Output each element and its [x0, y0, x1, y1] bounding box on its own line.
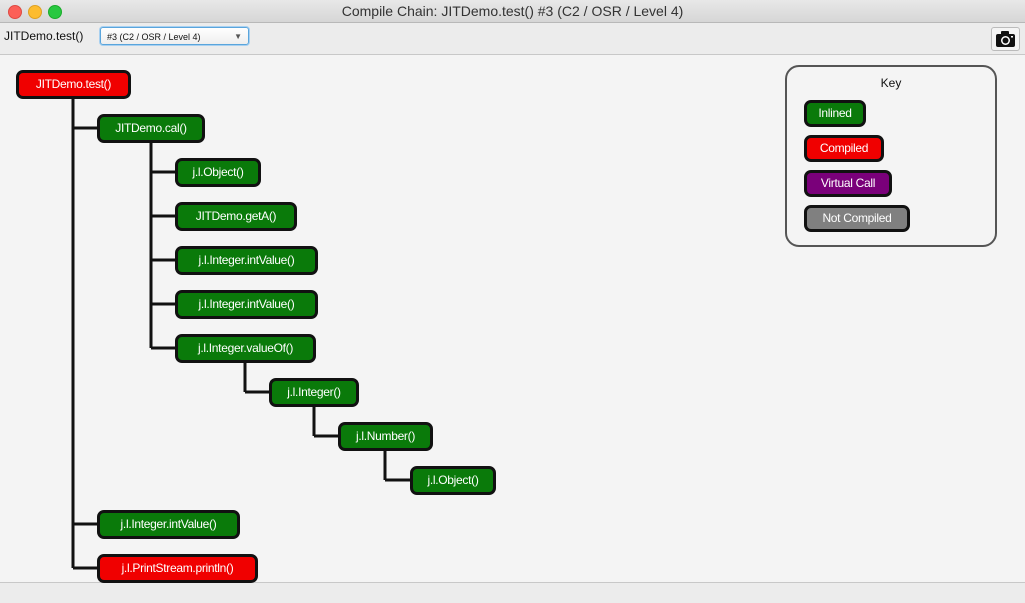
tree-node-inlined[interactable]: JITDemo.getA()	[175, 202, 297, 231]
legend-item-compiled: Compiled	[804, 135, 884, 162]
camera-icon	[996, 31, 1015, 47]
compile-chain-canvas: JITDemo.test() JITDemo.cal() j.l.Object(…	[0, 55, 1025, 583]
tree-node-compiled[interactable]: JITDemo.test()	[16, 70, 131, 99]
status-bar	[0, 583, 1025, 603]
legend-key: Key Inlined Compiled Virtual Call Not Co…	[785, 65, 997, 247]
tree-node-inlined[interactable]: j.l.Object()	[175, 158, 261, 187]
tree-node-inlined[interactable]: j.l.Integer.valueOf()	[175, 334, 316, 363]
zoom-window-button[interactable]	[48, 5, 62, 19]
chevron-down-icon: ▼	[234, 32, 242, 41]
method-label: JITDemo.test()	[4, 29, 84, 43]
close-window-button[interactable]	[8, 5, 22, 19]
tree-node-inlined[interactable]: JITDemo.cal()	[97, 114, 205, 143]
toolbar: JITDemo.test() #3 (C2 / OSR / Level 4) ▼	[0, 23, 1025, 55]
snapshot-button[interactable]	[991, 27, 1020, 51]
tree-connectors	[71, 96, 410, 570]
compilation-select-value: #3 (C2 / OSR / Level 4)	[107, 32, 201, 42]
legend-item-inlined: Inlined	[804, 100, 866, 127]
tree-node-inlined[interactable]: j.l.Integer.intValue()	[97, 510, 240, 539]
tree-node-inlined[interactable]: j.l.Object()	[410, 466, 496, 495]
legend-title: Key	[880, 76, 902, 90]
tree-node-inlined[interactable]: j.l.Integer.intValue()	[175, 246, 318, 275]
legend-item-virtual-call: Virtual Call	[804, 170, 892, 197]
window-title: Compile Chain: JITDemo.test() #3 (C2 / O…	[341, 3, 684, 19]
tree-node-compiled[interactable]: j.l.PrintStream.println()	[97, 554, 258, 583]
title-bar: Compile Chain: JITDemo.test() #3 (C2 / O…	[0, 0, 1025, 23]
legend-item-not-compiled: Not Compiled	[804, 205, 910, 232]
minimize-window-button[interactable]	[28, 5, 42, 19]
tree-node-inlined[interactable]: j.l.Integer()	[269, 378, 359, 407]
tree-node-inlined[interactable]: j.l.Number()	[338, 422, 433, 451]
tree-node-inlined[interactable]: j.l.Integer.intValue()	[175, 290, 318, 319]
compilation-select[interactable]: #3 (C2 / OSR / Level 4) ▼	[100, 27, 249, 45]
